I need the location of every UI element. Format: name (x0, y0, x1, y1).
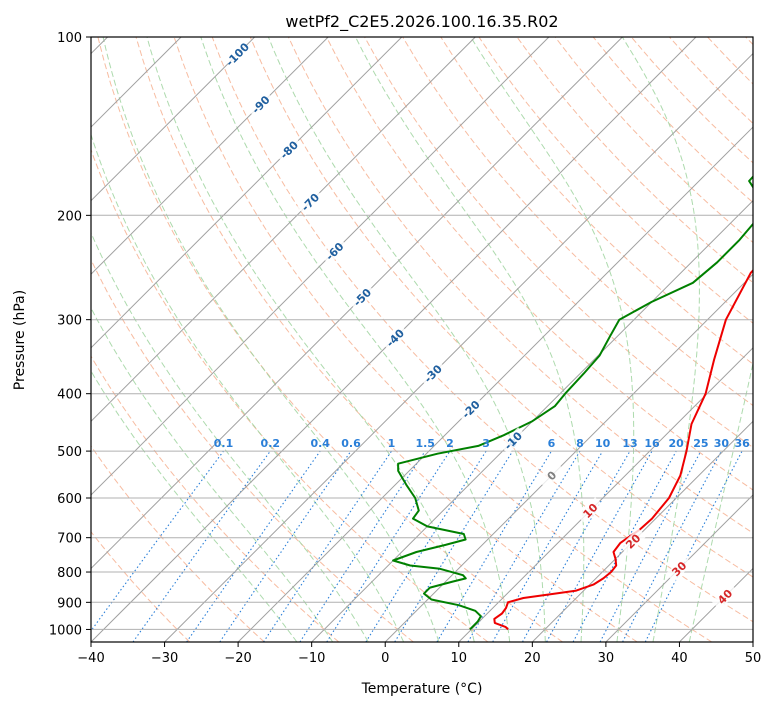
x-tick-label-9: 50 (745, 651, 762, 666)
y-tick-label-5: 600 (57, 492, 82, 507)
y-tick-label-9: 1000 (49, 623, 82, 638)
x-tick-label-6: 20 (524, 651, 541, 666)
mixing-ratio-label-17: 36 (734, 437, 750, 450)
x-tick-label-7: 30 (598, 651, 615, 666)
mixing-ratio-label-14: 20 (669, 437, 685, 450)
y-tick-label-4: 500 (57, 445, 82, 460)
x-tick-label-1: −30 (151, 651, 178, 666)
chart-title: wetPf2_C2E5.2026.100.16.35.R02 (285, 12, 558, 32)
y-tick-label-1: 200 (57, 209, 82, 224)
y-tick-label-0: 100 (57, 31, 82, 46)
mixing-ratio-label-15: 25 (693, 437, 708, 450)
mixing-ratio-label-7: 3 (482, 437, 490, 450)
x-tick-label-5: 10 (451, 651, 468, 666)
mixing-ratio-label-16: 30 (714, 437, 730, 450)
y-tick-label-8: 900 (57, 596, 82, 611)
mixing-ratio-label-1: 0.2 (261, 437, 281, 450)
x-axis-label: Temperature (°C) (361, 681, 483, 697)
mixing-ratio-label-5: 1.5 (415, 437, 435, 450)
x-tick-label-4: 0 (381, 651, 389, 666)
mixing-ratio-label-9: 6 (548, 437, 556, 450)
x-tick-label-2: −20 (224, 651, 251, 666)
y-tick-label-6: 700 (57, 532, 82, 547)
mixing-ratio-label-2: 0.4 (310, 437, 330, 450)
x-tick-label-8: 40 (671, 651, 688, 666)
mixing-ratio-label-3: 0.6 (341, 437, 361, 450)
mixing-ratio-label-11: 10 (595, 437, 611, 450)
y-tick-label-3: 400 (57, 388, 82, 403)
x-tick-label-3: −10 (298, 651, 325, 666)
mixing-ratio-label-10: 8 (576, 437, 584, 450)
mixing-ratio-label-4: 1 (388, 437, 396, 450)
mixing-ratio-label-13: 16 (644, 437, 660, 450)
y-tick-label-7: 800 (57, 566, 82, 581)
mixing-ratio-label-12: 13 (622, 437, 637, 450)
y-tick-label-2: 300 (57, 314, 82, 329)
mixing-ratio-label-6: 2 (446, 437, 454, 450)
x-tick-label-0: −40 (77, 651, 104, 666)
y-axis-label: Pressure (hPa) (12, 290, 28, 390)
mixing-ratio-label-0: 0.1 (214, 437, 234, 450)
